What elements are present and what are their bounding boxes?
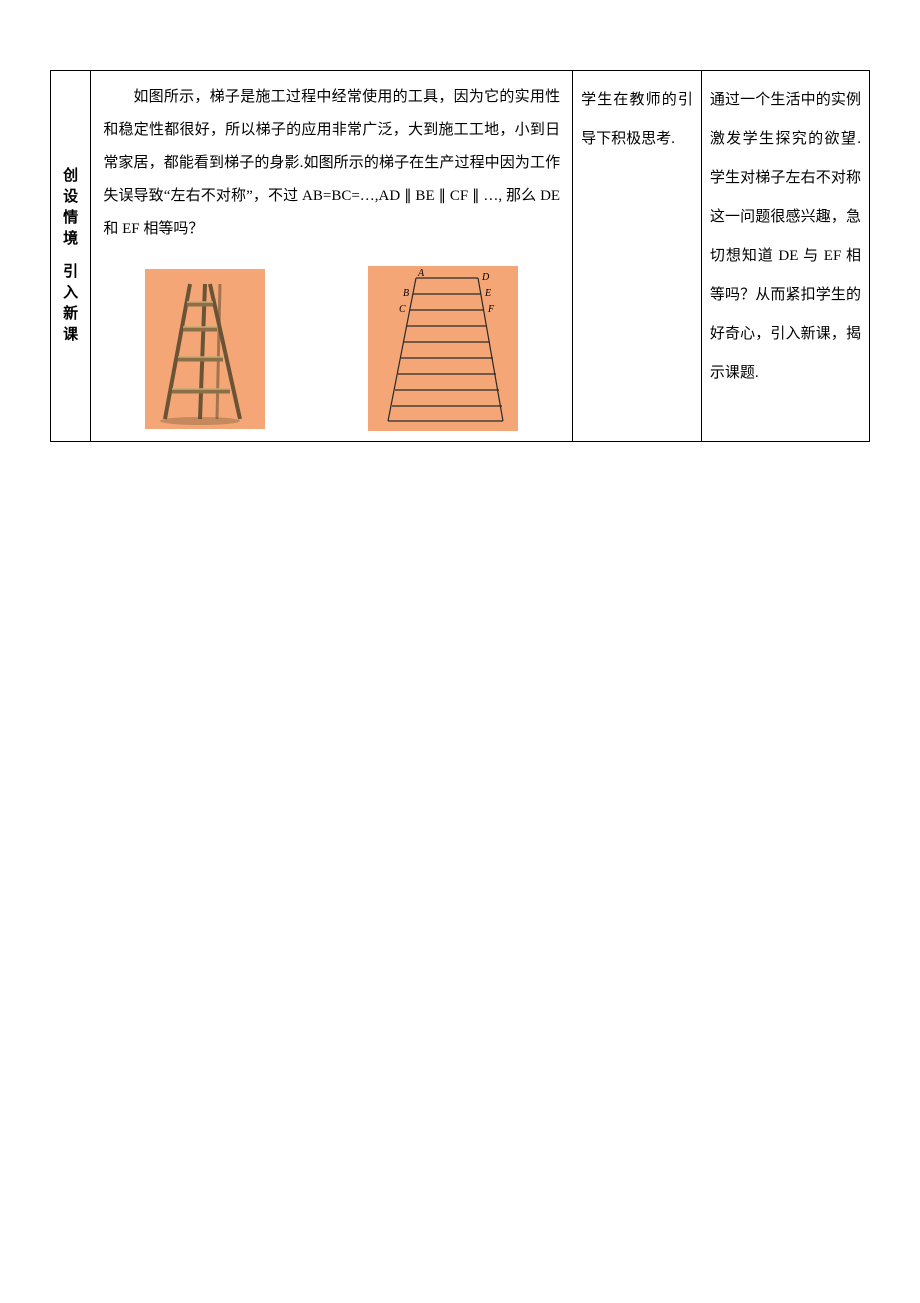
table-row: 创设情境 引入新课 如图所示，梯子是施工过程中经常使用的工具，因为它的实用性和稳… xyxy=(51,71,870,442)
images-row: A B C D E F xyxy=(103,266,560,431)
content-cell: 如图所示，梯子是施工过程中经常使用的工具，因为它的实用性和稳定性都很好，所以梯子… xyxy=(91,71,573,442)
section-title-cell: 创设情境 引入新课 xyxy=(51,71,91,442)
label-C: C xyxy=(399,304,406,315)
section-title: 创设情境 引入新课 xyxy=(57,166,84,346)
title-part-1: 创设情境 xyxy=(57,166,84,250)
label-E: E xyxy=(484,288,491,299)
label-A: A xyxy=(417,268,425,279)
ladder-svg xyxy=(145,269,265,429)
label-D: D xyxy=(481,272,490,283)
ladder-photo xyxy=(145,269,265,429)
document-page: 创设情境 引入新课 如图所示，梯子是施工过程中经常使用的工具，因为它的实用性和稳… xyxy=(50,70,870,442)
lesson-table: 创设情境 引入新课 如图所示，梯子是施工过程中经常使用的工具，因为它的实用性和稳… xyxy=(50,70,870,442)
student-activity-cell: 学生在教师的引导下积极思考. xyxy=(573,71,702,442)
student-activity-text: 学生在教师的引导下积极思考. xyxy=(581,81,693,159)
design-intent-cell: 通过一个生活中的实例激发学生探究的欲望.学生对梯子左右不对称这一问题很感兴趣，急… xyxy=(701,71,869,442)
geometry-diagram: A B C D E F xyxy=(368,266,518,431)
label-F: F xyxy=(487,304,495,315)
design-intent-text: 通过一个生活中的实例激发学生探究的欲望.学生对梯子左右不对称这一问题很感兴趣，急… xyxy=(710,81,861,393)
title-part-2: 引入新课 xyxy=(57,262,84,346)
content-paragraph: 如图所示，梯子是施工过程中经常使用的工具，因为它的实用性和稳定性都很好，所以梯子… xyxy=(103,81,560,246)
label-B: B xyxy=(403,288,409,299)
diagram-svg: A B C D E F xyxy=(368,266,518,431)
